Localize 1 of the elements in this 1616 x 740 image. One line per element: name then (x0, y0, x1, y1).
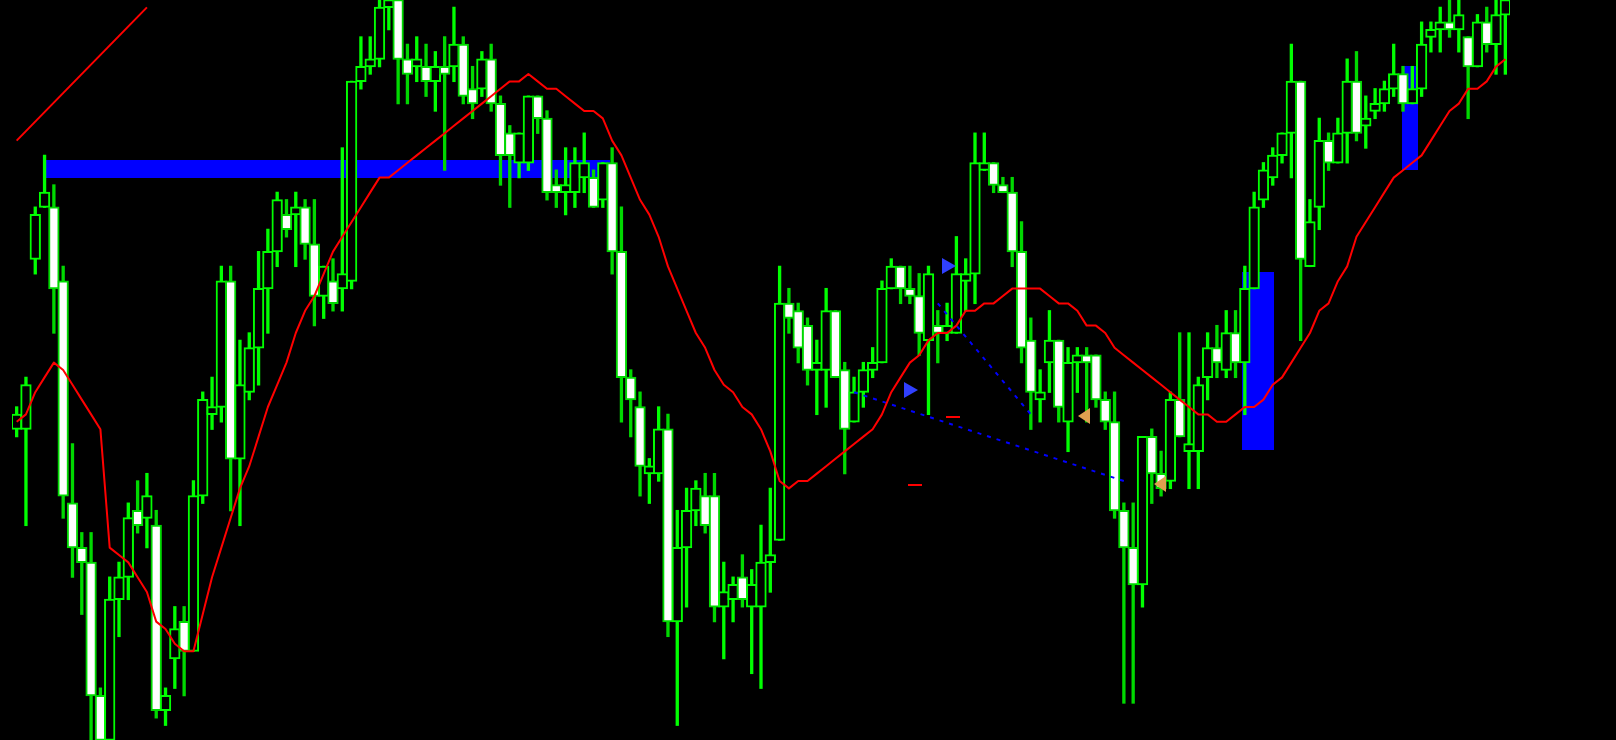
candlestick (1183, 332, 1195, 490)
